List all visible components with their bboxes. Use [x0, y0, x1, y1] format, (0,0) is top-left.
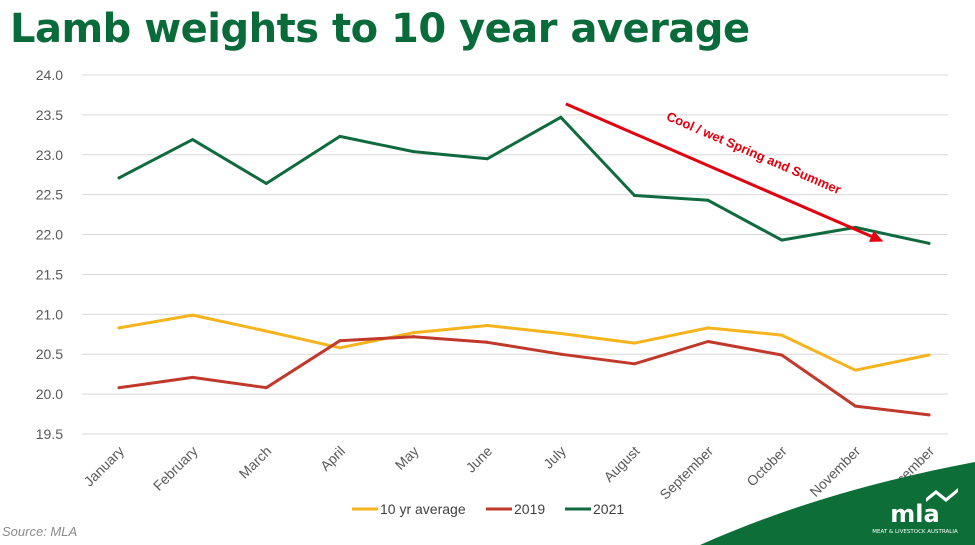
mla-logo: mla MEAT & LIVESTOCK AUSTRALIA [700, 462, 975, 545]
data-point [412, 331, 416, 335]
data-point [191, 313, 195, 317]
data-point [780, 333, 784, 337]
y-tick-label: 19.5 [36, 426, 63, 442]
data-point [485, 324, 489, 328]
data-point [117, 386, 121, 390]
y-tick-label: 24.0 [36, 67, 63, 83]
data-point [191, 138, 195, 142]
x-tick-label: January [81, 443, 128, 490]
data-point [632, 341, 636, 345]
x-tick-label: October [743, 443, 790, 490]
legend-label: 10 yr average [380, 501, 466, 517]
x-tick-label: June [463, 443, 496, 476]
legend: 10 yr average 2019 2021 [352, 501, 624, 517]
data-point [264, 329, 268, 333]
data-point [338, 339, 342, 343]
data-point [632, 362, 636, 366]
data-point [706, 326, 710, 330]
x-tick-label: July [540, 443, 569, 472]
page-title: Lamb weights to 10 year average [10, 6, 750, 52]
data-point [264, 181, 268, 185]
data-point [780, 353, 784, 357]
data-point [412, 335, 416, 339]
x-tick-label: April [317, 443, 348, 474]
logo-icon [926, 488, 958, 502]
series-line-3 [117, 115, 931, 245]
data-point [927, 353, 931, 357]
y-tick-label: 21.0 [36, 306, 63, 322]
y-tick-label: 20.5 [36, 346, 63, 362]
data-point [706, 339, 710, 343]
data-point [780, 238, 784, 242]
series-line-1 [117, 313, 931, 372]
y-tick-label: 23.0 [36, 147, 63, 163]
series-lines [117, 115, 931, 417]
x-tick-label: August [600, 443, 642, 485]
logo-tagline: MEAT & LIVESTOCK AUSTRALIA [872, 529, 958, 535]
data-point [191, 375, 195, 379]
data-point [117, 176, 121, 180]
data-point [559, 352, 563, 356]
gridlines [82, 74, 948, 435]
annotation-arrowhead [869, 230, 884, 242]
y-axis-ticks: 24.0 23.5 23.0 22.5 22.0 21.5 21.0 20.5 20.0 19.5 [36, 67, 63, 442]
data-point [338, 134, 342, 138]
data-point [853, 404, 857, 408]
data-point [927, 241, 931, 245]
x-tick-label: March [236, 443, 275, 482]
legend-label: 2021 [593, 501, 624, 517]
data-point [559, 115, 563, 119]
legend-label: 2019 [514, 501, 545, 517]
series-line-2 [117, 335, 931, 417]
x-axis-ticks: January February March April May June July Augu… [81, 443, 938, 503]
y-tick-label: 22.5 [36, 187, 63, 203]
x-tick-label: September [656, 443, 716, 503]
y-tick-label: 23.5 [36, 107, 63, 123]
data-point [264, 386, 268, 390]
data-point [706, 198, 710, 202]
x-tick-label: May [392, 443, 422, 473]
data-point [559, 331, 563, 335]
data-point [117, 326, 121, 330]
data-point [338, 346, 342, 350]
data-point [485, 340, 489, 344]
y-tick-label: 21.5 [36, 266, 63, 282]
data-point [632, 193, 636, 197]
source-note: Source: MLA [2, 524, 78, 539]
data-point [412, 150, 416, 154]
y-tick-label: 20.0 [36, 386, 63, 402]
data-point [485, 157, 489, 161]
annotation-arrow [565, 102, 873, 238]
y-tick-label: 22.0 [36, 227, 63, 243]
data-point [927, 413, 931, 417]
logo-wordmark: mla [890, 500, 939, 528]
corner-swoosh [700, 462, 975, 545]
x-tick-label: February [150, 443, 201, 494]
data-point [853, 368, 857, 372]
